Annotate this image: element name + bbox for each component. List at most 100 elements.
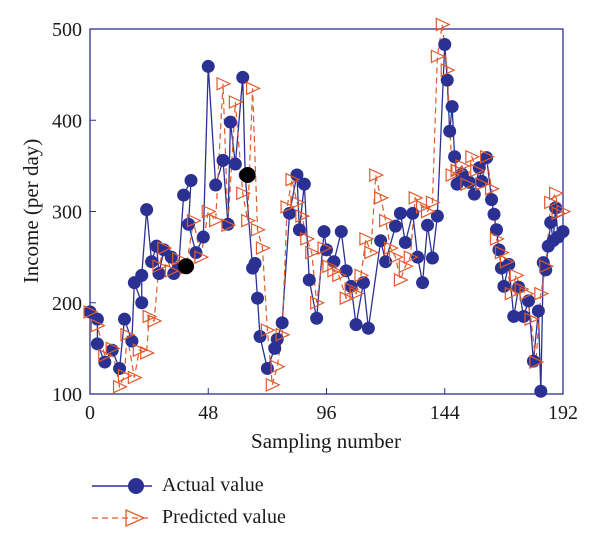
actual-point <box>135 268 149 282</box>
x-tick-label: 96 <box>317 402 337 424</box>
predicted-point <box>556 204 572 219</box>
actual-point <box>196 230 210 244</box>
y-tick-label: 500 <box>52 19 82 41</box>
actual-point <box>260 361 274 375</box>
predicted-point <box>383 241 399 255</box>
predicted-point <box>509 268 525 283</box>
predicted-point <box>369 168 385 182</box>
actual-point <box>317 225 331 239</box>
actual-point <box>487 207 501 221</box>
predicted-point <box>534 286 550 301</box>
actual-point <box>393 206 407 220</box>
predicted-point <box>408 190 424 205</box>
actual-point <box>334 225 348 239</box>
predicted-point <box>430 49 446 64</box>
predicted-point <box>216 76 232 91</box>
predicted-point <box>484 181 500 196</box>
actual-point <box>438 38 452 52</box>
actual-point <box>544 215 558 229</box>
actual-point <box>98 355 112 369</box>
predicted-point <box>290 195 306 210</box>
actual-point <box>349 318 363 332</box>
predicted-point <box>529 355 545 370</box>
predicted-point <box>398 259 414 274</box>
actual-point <box>485 193 499 207</box>
actual-point <box>467 187 481 201</box>
actual-point <box>379 255 393 269</box>
predicted-point <box>295 209 311 224</box>
predicted-point <box>450 163 466 178</box>
actual-point <box>440 73 454 87</box>
actual-point <box>507 309 521 323</box>
actual-point <box>290 168 304 182</box>
y-tick-label: 200 <box>52 293 82 315</box>
actual-point <box>292 223 306 237</box>
actual-point <box>302 273 316 287</box>
predicted-point <box>255 241 271 255</box>
predicted-point <box>120 327 136 342</box>
actual-point <box>228 157 242 171</box>
predicted-point <box>539 259 555 274</box>
actual-point <box>374 234 388 248</box>
predicted-point <box>300 231 316 246</box>
highlighted-point <box>239 167 256 183</box>
predicted-point <box>327 263 343 278</box>
legend-label-actual: Actual value <box>162 474 264 496</box>
predicted-point <box>140 345 156 360</box>
predicted-point <box>359 231 375 246</box>
actual-point <box>125 334 139 348</box>
predicted-point <box>460 177 476 192</box>
y-axis-label: Income (per day) <box>19 139 43 284</box>
predicted-point <box>420 204 436 219</box>
predicted-point <box>494 245 510 260</box>
predicted-point <box>393 272 409 287</box>
legend-label-predicted: Predicted value <box>162 506 286 528</box>
x-tick-label: 0 <box>85 402 95 424</box>
predicted-point <box>209 213 225 228</box>
predicted-point <box>157 241 173 255</box>
predicted-point <box>132 343 148 358</box>
predicted-point <box>445 168 461 182</box>
predicted-point <box>236 186 252 201</box>
predicted-point <box>305 245 321 260</box>
actual-point <box>135 296 149 310</box>
actual-point <box>248 257 262 271</box>
predicted-point <box>470 163 486 178</box>
predicted-point <box>117 368 133 383</box>
predicted-point <box>164 263 180 278</box>
actual-point <box>184 173 198 187</box>
actual-point <box>556 225 570 239</box>
actual-point <box>450 177 464 191</box>
actual-point <box>445 100 459 114</box>
predicted-point <box>354 268 370 283</box>
actual-point <box>177 188 191 202</box>
predicted-point <box>489 231 505 246</box>
predicted-point <box>260 323 276 338</box>
legend-swatch-predicted <box>92 508 152 528</box>
actual-point <box>361 321 375 335</box>
predicted-point <box>344 282 360 297</box>
actual-point <box>216 153 230 167</box>
y-tick-label: 100 <box>52 384 82 406</box>
x-axis-label: Sampling number <box>251 429 401 453</box>
predicted-point <box>194 250 210 265</box>
predicted-point <box>524 312 540 327</box>
predicted-point <box>310 295 326 310</box>
y-axis: 100 200 300 400 500 <box>52 19 96 406</box>
predicted-point <box>250 222 266 237</box>
predicted-point <box>152 259 168 274</box>
actual-point <box>327 255 341 269</box>
actual-point <box>270 332 284 346</box>
actual-point <box>421 218 435 232</box>
predicted-point <box>245 81 262 96</box>
actual-point <box>189 246 203 260</box>
predicted-point <box>332 268 348 283</box>
actual-point <box>236 70 250 84</box>
predicted-point <box>499 254 515 269</box>
predicted-point <box>221 218 237 233</box>
predicted-point <box>544 195 560 210</box>
actual-point <box>448 150 462 164</box>
predicted-point <box>280 199 296 214</box>
actual-point <box>223 115 237 129</box>
